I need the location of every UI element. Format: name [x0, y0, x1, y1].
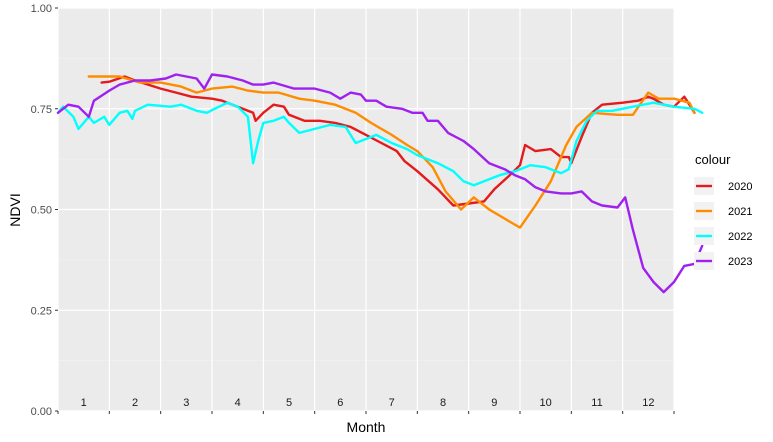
legend: colour 2020 2021 2022 2023: [694, 152, 752, 270]
y-tick-label: 0.50: [31, 205, 52, 217]
legend-label-2020: 2020: [728, 181, 752, 193]
month-label: 12: [642, 397, 654, 409]
month-label: 4: [235, 397, 241, 409]
month-label: 2: [132, 397, 138, 409]
month-label: 3: [183, 397, 189, 409]
y-axis-title: NDVI: [7, 193, 23, 226]
series-lines: [56, 73, 704, 294]
month-label: 8: [440, 397, 446, 409]
x-axis-title: Month: [347, 419, 386, 435]
legend-label-2023: 2023: [728, 256, 752, 268]
month-label: 7: [389, 397, 395, 409]
month-label: 10: [540, 397, 552, 409]
series-line-2023: [56, 73, 704, 294]
month-label: 6: [337, 397, 343, 409]
y-tick-label: 0.00: [31, 406, 52, 418]
axes: 0.000.250.500.751.001 2 3 4 5 6 7 8 9 10 11 12: [31, 3, 675, 418]
legend-label-2022: 2022: [728, 231, 752, 243]
month-label: 5: [286, 397, 292, 409]
legend-title: colour: [695, 152, 731, 167]
month-label: 1: [81, 397, 87, 409]
month-label: 9: [491, 397, 497, 409]
y-tick-label: 0.75: [31, 104, 52, 116]
series-line-2020: [100, 75, 696, 207]
y-tick-label: 1.00: [31, 3, 52, 15]
legend-label-2021: 2021: [728, 206, 752, 218]
y-tick-label: 0.25: [31, 305, 52, 317]
month-label: 11: [591, 397, 602, 409]
series-line-2022: [56, 101, 704, 187]
